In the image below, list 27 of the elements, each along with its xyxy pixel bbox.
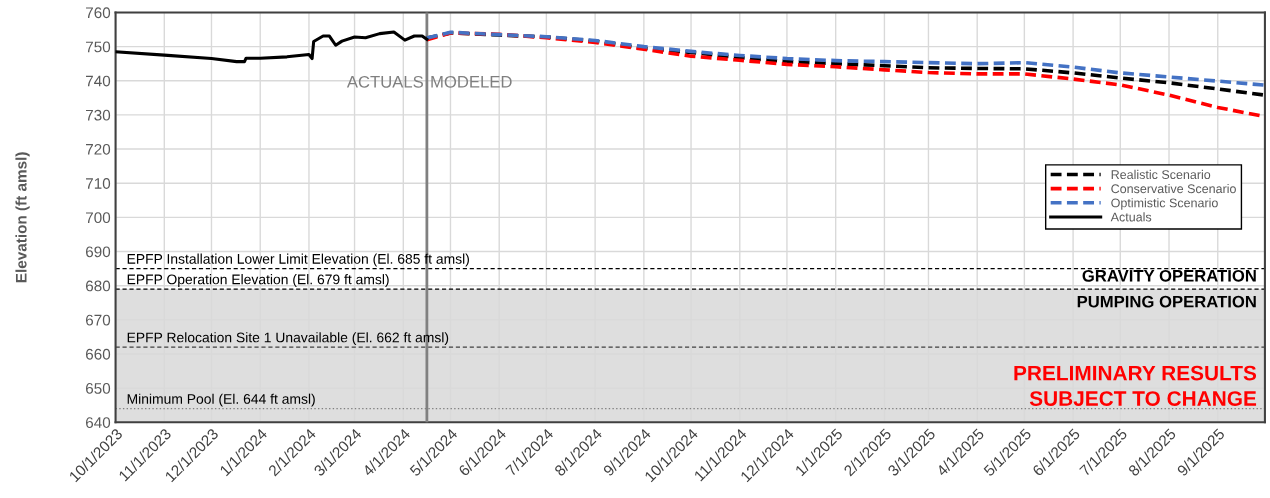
ref-line-label: EPFP Relocation Site 1 Unavailable (El. 662 ft amsl)	[127, 332, 449, 346]
ref-line-label: Minimum Pool (El. 644 ft amsl)	[127, 393, 315, 407]
annotation: GRAVITY OPERATION	[1082, 269, 1256, 282]
y-tick-label: 680	[86, 280, 111, 292]
y-tick-label: 700	[86, 212, 111, 224]
y-tick-label: 760	[86, 7, 111, 19]
y-axis-title: Elevation (ft amsl)	[15, 152, 30, 283]
legend-label: Optimistic Scenario	[1111, 198, 1218, 210]
y-tick-label: 670	[86, 314, 111, 326]
y-tick-label: 740	[86, 75, 111, 87]
annotation: ACTUALS	[346, 75, 423, 88]
legend-label: Conservative Scenario	[1111, 183, 1236, 194]
legend-label: Actuals	[1110, 212, 1152, 222]
y-tick-label: 720	[86, 143, 111, 155]
annotation: PUMPING OPERATION	[1077, 295, 1256, 308]
y-tick-label: 640	[86, 417, 111, 428]
ref-line-label: EPFP Operation Elevation (El. 679 ft amsl)	[127, 274, 389, 288]
ref-line-label: EPFP Installation Lower Limit Elevation (El. 685 ft amsl)	[127, 253, 469, 267]
y-tick-label: 660	[86, 348, 111, 360]
y-tick-label: 750	[86, 41, 111, 53]
annotation: MODELED	[431, 75, 512, 88]
y-tick-label: 650	[86, 383, 111, 394]
annotation: PRELIMINARY RESULTS SUBJECT TO CHANGE	[1014, 365, 1257, 406]
y-tick-label: 730	[86, 109, 111, 121]
y-tick-label: 690	[86, 246, 111, 258]
legend-label: Realistic Scenario	[1111, 169, 1211, 180]
y-tick-label: 710	[86, 178, 111, 189]
